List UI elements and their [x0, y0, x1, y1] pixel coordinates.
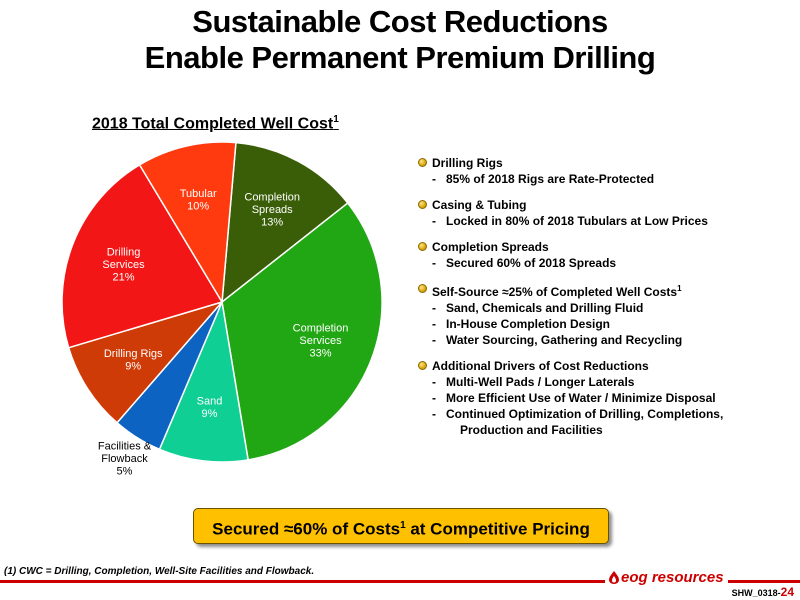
pie-slice-label: Services — [299, 335, 342, 347]
bullet-heading: Additional Drivers of Cost Reductions — [418, 358, 798, 374]
slide-page-number: 24 — [780, 585, 794, 599]
bullet-subitem-text: Sand, Chemicals and Drilling Fluid — [446, 301, 644, 315]
slide-title: Sustainable Cost Reductions Enable Perma… — [0, 4, 800, 76]
pie-slice-value: 9% — [125, 361, 141, 373]
pie-chart: CompletionSpreads13%CompletionServices33… — [61, 141, 383, 478]
bullet-group: Additional Drivers of Cost Reductions - Mu… — [418, 358, 798, 438]
dash-marker: - — [432, 301, 436, 315]
bullet-subitem: - Locked in 80% of 2018 Tubulars at Low P… — [418, 213, 798, 229]
bullet-subitem: - Secured 60% of 2018 Spreads — [418, 255, 798, 271]
chart-title: 2018 Total Completed Well Cost1 — [92, 114, 339, 133]
pie-slice-label: Flowback — [101, 453, 148, 465]
bullet-subitem: - More Efficient Use of Water / Minimize … — [418, 390, 798, 406]
bullet-heading-footnote-mark: 1 — [677, 284, 682, 293]
bullet-heading: Self-Source ≈25% of Completed Well Costs… — [418, 281, 798, 300]
chart-title-footnote-mark: 1 — [333, 114, 339, 125]
bullet-subitem-text: Multi-Well Pads / Longer Laterals — [446, 375, 635, 389]
bullet-dot-icon — [418, 361, 427, 370]
bullet-subitem-text: Locked in 80% of 2018 Tubulars at Low Pr… — [446, 214, 708, 228]
bullet-list: Drilling Rigs -85% of 2018 Rigs are Rate-… — [418, 155, 798, 448]
bullet-dot-icon — [418, 242, 427, 251]
slide-number: SHW_0318-24 — [732, 585, 794, 599]
bullet-group: Completion Spreads - Secured 60% of 2018 S… — [418, 239, 798, 271]
chart-title-text: 2018 Total Completed Well Cost — [92, 115, 334, 133]
pie-slice-label: Completion — [293, 323, 349, 335]
callout-text-pre: Secured ≈60% of Costs — [212, 519, 401, 539]
bullet-heading-text: Additional Drivers of Cost Reductions — [432, 359, 649, 373]
bullet-subitem-text: Continued Optimization of Drilling, Comp… — [446, 407, 724, 421]
bullet-subitem: - Water Sourcing, Gathering and Recycling — [418, 332, 798, 348]
bullet-subitem-continuation: Production and Facilities — [460, 423, 603, 437]
bullet-group: Self-Source ≈25% of Completed Well Costs… — [418, 281, 798, 348]
bullet-heading-text: Self-Source ≈25% of Completed Well Costs — [432, 285, 678, 299]
bullet-heading: Completion Spreads — [418, 239, 798, 255]
bullet-dot-icon — [418, 284, 427, 293]
dash-marker: - — [432, 391, 436, 405]
pie-slice — [67, 300, 225, 424]
bullet-heading-text: Drilling Rigs — [432, 156, 503, 170]
callout-text-post: at Competitive Pricing — [405, 519, 590, 539]
dash-marker: - — [432, 375, 436, 389]
bullet-subitem-text: Water Sourcing, Gathering and Recycling — [446, 333, 683, 347]
pie-slice-value: 33% — [309, 348, 331, 360]
dash-marker: - — [432, 407, 436, 421]
bullet-dot-icon — [418, 200, 427, 209]
pie-slice-label: Drilling Rigs — [104, 348, 163, 360]
bullet-subitem: -85% of 2018 Rigs are Rate-Protected — [418, 171, 798, 187]
bullet-heading: Casing & Tubing — [418, 197, 798, 213]
flame-icon — [609, 571, 619, 584]
dash-marker: - — [432, 333, 436, 347]
pie-slice — [138, 141, 237, 305]
dash-marker: - — [432, 256, 436, 270]
bullet-heading-text: Casing & Tubing — [432, 198, 527, 212]
title-line-1: Sustainable Cost Reductions — [192, 4, 608, 39]
pie-slice-label: Tubular — [180, 188, 217, 200]
pie-slice-value: 10% — [187, 200, 209, 212]
bullet-subitem-text: 85% of 2018 Rigs are Rate-Protected — [446, 172, 655, 186]
dash-marker: - — [432, 214, 436, 228]
bullet-subitem: - In-House Completion Design — [418, 316, 798, 332]
pie-slice-value: 21% — [112, 271, 134, 283]
bullet-subitem: - Continued Optimization of Drilling, Com… — [418, 406, 798, 422]
bullet-group: Casing & Tubing - Locked in 80% of 2018 Tu… — [418, 197, 798, 229]
dash-marker: - — [432, 172, 436, 186]
bullet-subitem: - Multi-Well Pads / Longer Laterals — [418, 374, 798, 390]
pie-slice-label: Facilities & — [98, 441, 152, 453]
bullet-heading-text: Completion Spreads — [432, 240, 549, 254]
pie-slice-label: Drilling — [107, 246, 141, 258]
bullet-subitem-text: In-House Completion Design — [446, 317, 611, 331]
callout-box: Secured ≈60% of Costs1 at Competitive Pr… — [193, 508, 609, 544]
bullet-heading: Drilling Rigs — [418, 155, 798, 171]
pie-slice — [221, 201, 383, 461]
bullet-dot-icon — [418, 158, 427, 167]
logo-text: eog resources — [621, 569, 724, 586]
footer-red-rule — [0, 580, 800, 583]
pie-slice-label: Completion — [244, 192, 300, 204]
bullet-group: Drilling Rigs -85% of 2018 Rigs are Rate-… — [418, 155, 798, 187]
pie-slice-value: 9% — [202, 408, 218, 420]
pie-slice-label: Spreads — [252, 204, 293, 216]
bullet-subitem-text: More Efficient Use of Water / Minimize D… — [446, 391, 716, 405]
pie-slice-label: Services — [102, 259, 145, 271]
title-line-2: Enable Permanent Premium Drilling — [144, 40, 656, 75]
pie-slice-label: Sand — [197, 396, 223, 408]
pie-slice — [158, 299, 249, 463]
pie-slice — [221, 141, 349, 304]
slide-id-prefix: SHW_0318- — [731, 588, 781, 598]
dash-marker: - — [432, 317, 436, 331]
footnote: (1) CWC = Drilling, Completion, Well-Sit… — [4, 566, 315, 577]
pie-slice — [61, 163, 224, 349]
pie-slice-value: 5% — [117, 466, 133, 478]
pie-slice-value: 13% — [261, 217, 283, 229]
callout-footnote-mark: 1 — [400, 520, 406, 531]
company-logo: eog resources — [605, 569, 728, 586]
bullet-subitem: - Sand, Chemicals and Drilling Fluid — [418, 300, 798, 316]
bullet-subitem-text: Secured 60% of 2018 Spreads — [446, 256, 617, 270]
